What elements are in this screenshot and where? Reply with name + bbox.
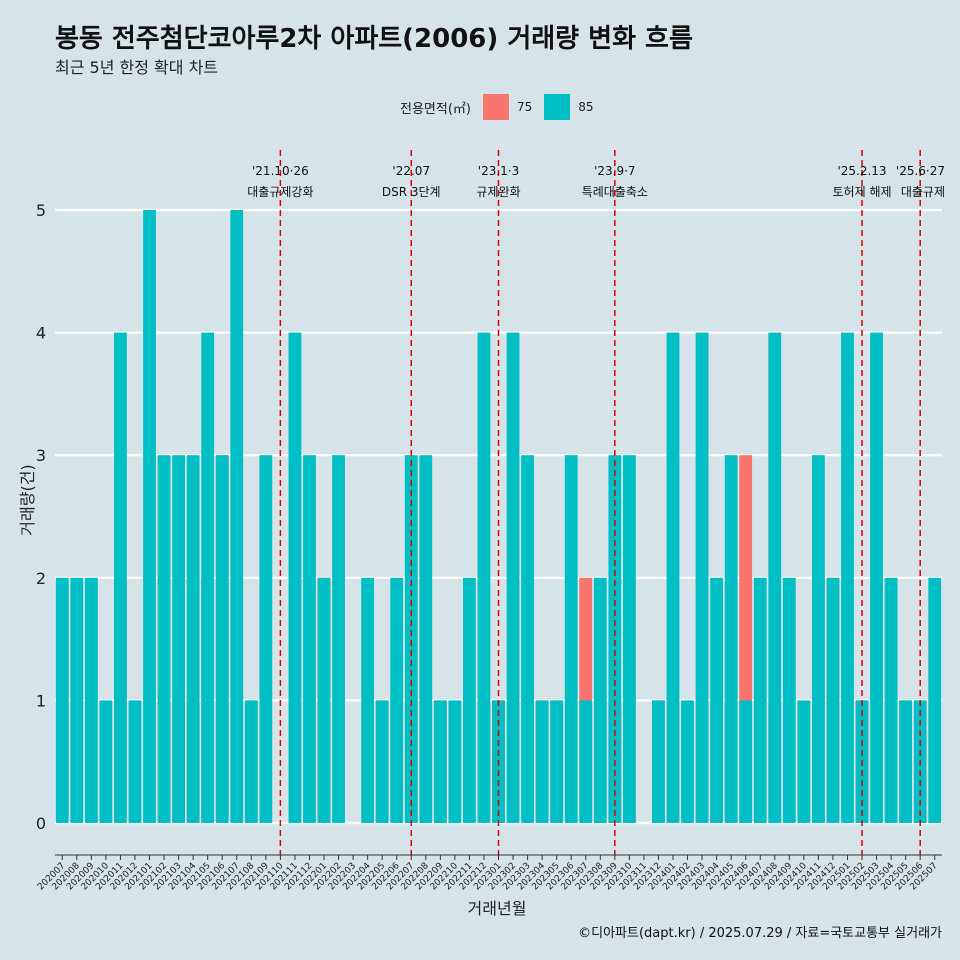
bar-85-202208 — [419, 455, 433, 823]
bar-85-202204 — [361, 577, 375, 823]
bar-85-202312 — [652, 700, 665, 823]
bar-85-202309 — [608, 455, 622, 823]
event-date-202301: '23.1·3 — [478, 164, 519, 178]
bar-85-202105 — [201, 332, 215, 823]
bar-85-202210 — [448, 700, 462, 823]
x-axis-label: 거래년월 — [468, 899, 527, 918]
bar-85-202104 — [186, 455, 200, 823]
bar-85-202009 — [84, 577, 98, 823]
bar-85-202201 — [317, 577, 331, 823]
event-label-202309: 특례대출축소 — [582, 185, 648, 199]
bar-85-202202 — [332, 455, 345, 823]
legend-label-75: 75 — [516, 100, 533, 114]
y-tick-label-0: 0 — [36, 814, 46, 833]
event-label-202301: 규제완화 — [476, 185, 520, 199]
y-axis: 0 1 2 3 4 5 — [36, 201, 46, 833]
y-tick-label-2: 2 — [36, 569, 46, 588]
x-axis: 2020072020082020092020102020112020122021… — [36, 854, 942, 892]
bar-85-202410 — [797, 700, 811, 823]
bars — [55, 210, 942, 823]
y-tick-label-1: 1 — [36, 691, 46, 710]
legend-label-85: 85 — [578, 100, 594, 114]
bar-85-202409 — [782, 577, 796, 823]
bar-85-202106 — [215, 455, 229, 823]
bar-85-202401 — [666, 332, 680, 823]
bar-85-202505 — [899, 700, 913, 823]
bar-85-202007 — [55, 577, 69, 823]
bar-85-202308 — [593, 577, 607, 823]
bar-85-202109 — [259, 455, 273, 823]
bar-85-202501 — [841, 332, 854, 823]
bar-85-202111 — [288, 332, 302, 823]
bar-85-202408 — [768, 332, 782, 823]
bar-85-202406 — [739, 700, 753, 823]
legend-title: 전용면적(㎡) — [400, 101, 471, 117]
bar-85-202403 — [695, 332, 709, 823]
bar-85-202207 — [404, 455, 418, 823]
bar-85-202112 — [303, 455, 316, 823]
event-label-202207: DSR 3단계 — [382, 185, 441, 199]
bar-85-202405 — [724, 455, 738, 823]
bar-85-202411 — [812, 455, 825, 823]
event-date-202506: '25.6·27 — [896, 164, 945, 178]
chart-subtitle: 최근 5년 한정 확대 차트 — [55, 58, 219, 77]
bar-85-202010 — [99, 700, 113, 823]
bar-85-202209 — [433, 700, 447, 823]
event-date-202309: '23.9·7 — [594, 164, 635, 178]
bar-85-202304 — [535, 700, 549, 823]
bar-85-202503 — [870, 332, 883, 823]
bar-85-202011 — [114, 332, 127, 823]
bar-85-202404 — [710, 577, 724, 823]
chart-title: 봉동 전주첨단코아루2차 아파트(2006) 거래량 변화 흐름 — [55, 24, 693, 54]
y-axis-label: 거래량(건) — [18, 464, 37, 535]
bar-85-202303 — [521, 455, 534, 823]
event-date-202207: '22.07 — [392, 164, 430, 178]
bar-85-202206 — [390, 577, 404, 823]
bar-85-202402 — [681, 700, 694, 823]
bar-85-202211 — [463, 577, 476, 823]
bar-85-202305 — [550, 700, 564, 823]
bar-85-202107 — [230, 210, 244, 823]
bar-85-202212 — [477, 332, 491, 823]
bar-85-202302 — [506, 332, 520, 823]
legend-key-75 — [482, 94, 509, 120]
y-tick-label-4: 4 — [36, 324, 46, 343]
y-tick-label-5: 5 — [36, 201, 46, 220]
bar-85-202108 — [244, 700, 258, 823]
event-annotations: '21.10·26 대출규제강화 '22.07 DSR 3단계 '23.1·3 규제완화 '… — [247, 150, 945, 855]
bar-85-202412 — [826, 577, 840, 823]
bar-85-202504 — [884, 577, 898, 823]
y-tick-label-3: 3 — [36, 446, 46, 465]
bar-85-202012 — [128, 700, 142, 823]
bar-85-202507 — [928, 577, 942, 823]
event-date-202110: '21.10·26 — [252, 164, 309, 178]
bar-85-202407 — [753, 577, 767, 823]
bar-85-202102 — [157, 455, 171, 823]
event-label-202110: 대출규제강화 — [247, 185, 313, 199]
event-date-202502: '25.2.13 — [837, 164, 886, 178]
legend-key-85 — [544, 94, 571, 120]
legend: 전용면적(㎡) 75 85 — [400, 94, 606, 120]
bar-85-202205 — [375, 700, 389, 823]
source-caption: ©디아파트(dapt.kr) / 2025.07.29 / 자료=국토교통부 실… — [578, 926, 942, 941]
bar-85-202310 — [622, 455, 636, 823]
bar-85-202306 — [564, 455, 578, 823]
event-label-202506: 대출규제 — [901, 185, 945, 199]
bar-85-202103 — [172, 455, 185, 823]
bar-85-202008 — [70, 577, 84, 823]
bar-85-202307 — [579, 700, 593, 823]
bar-85-202101 — [143, 210, 156, 823]
event-label-202502: 토허제 해제 — [833, 185, 892, 199]
